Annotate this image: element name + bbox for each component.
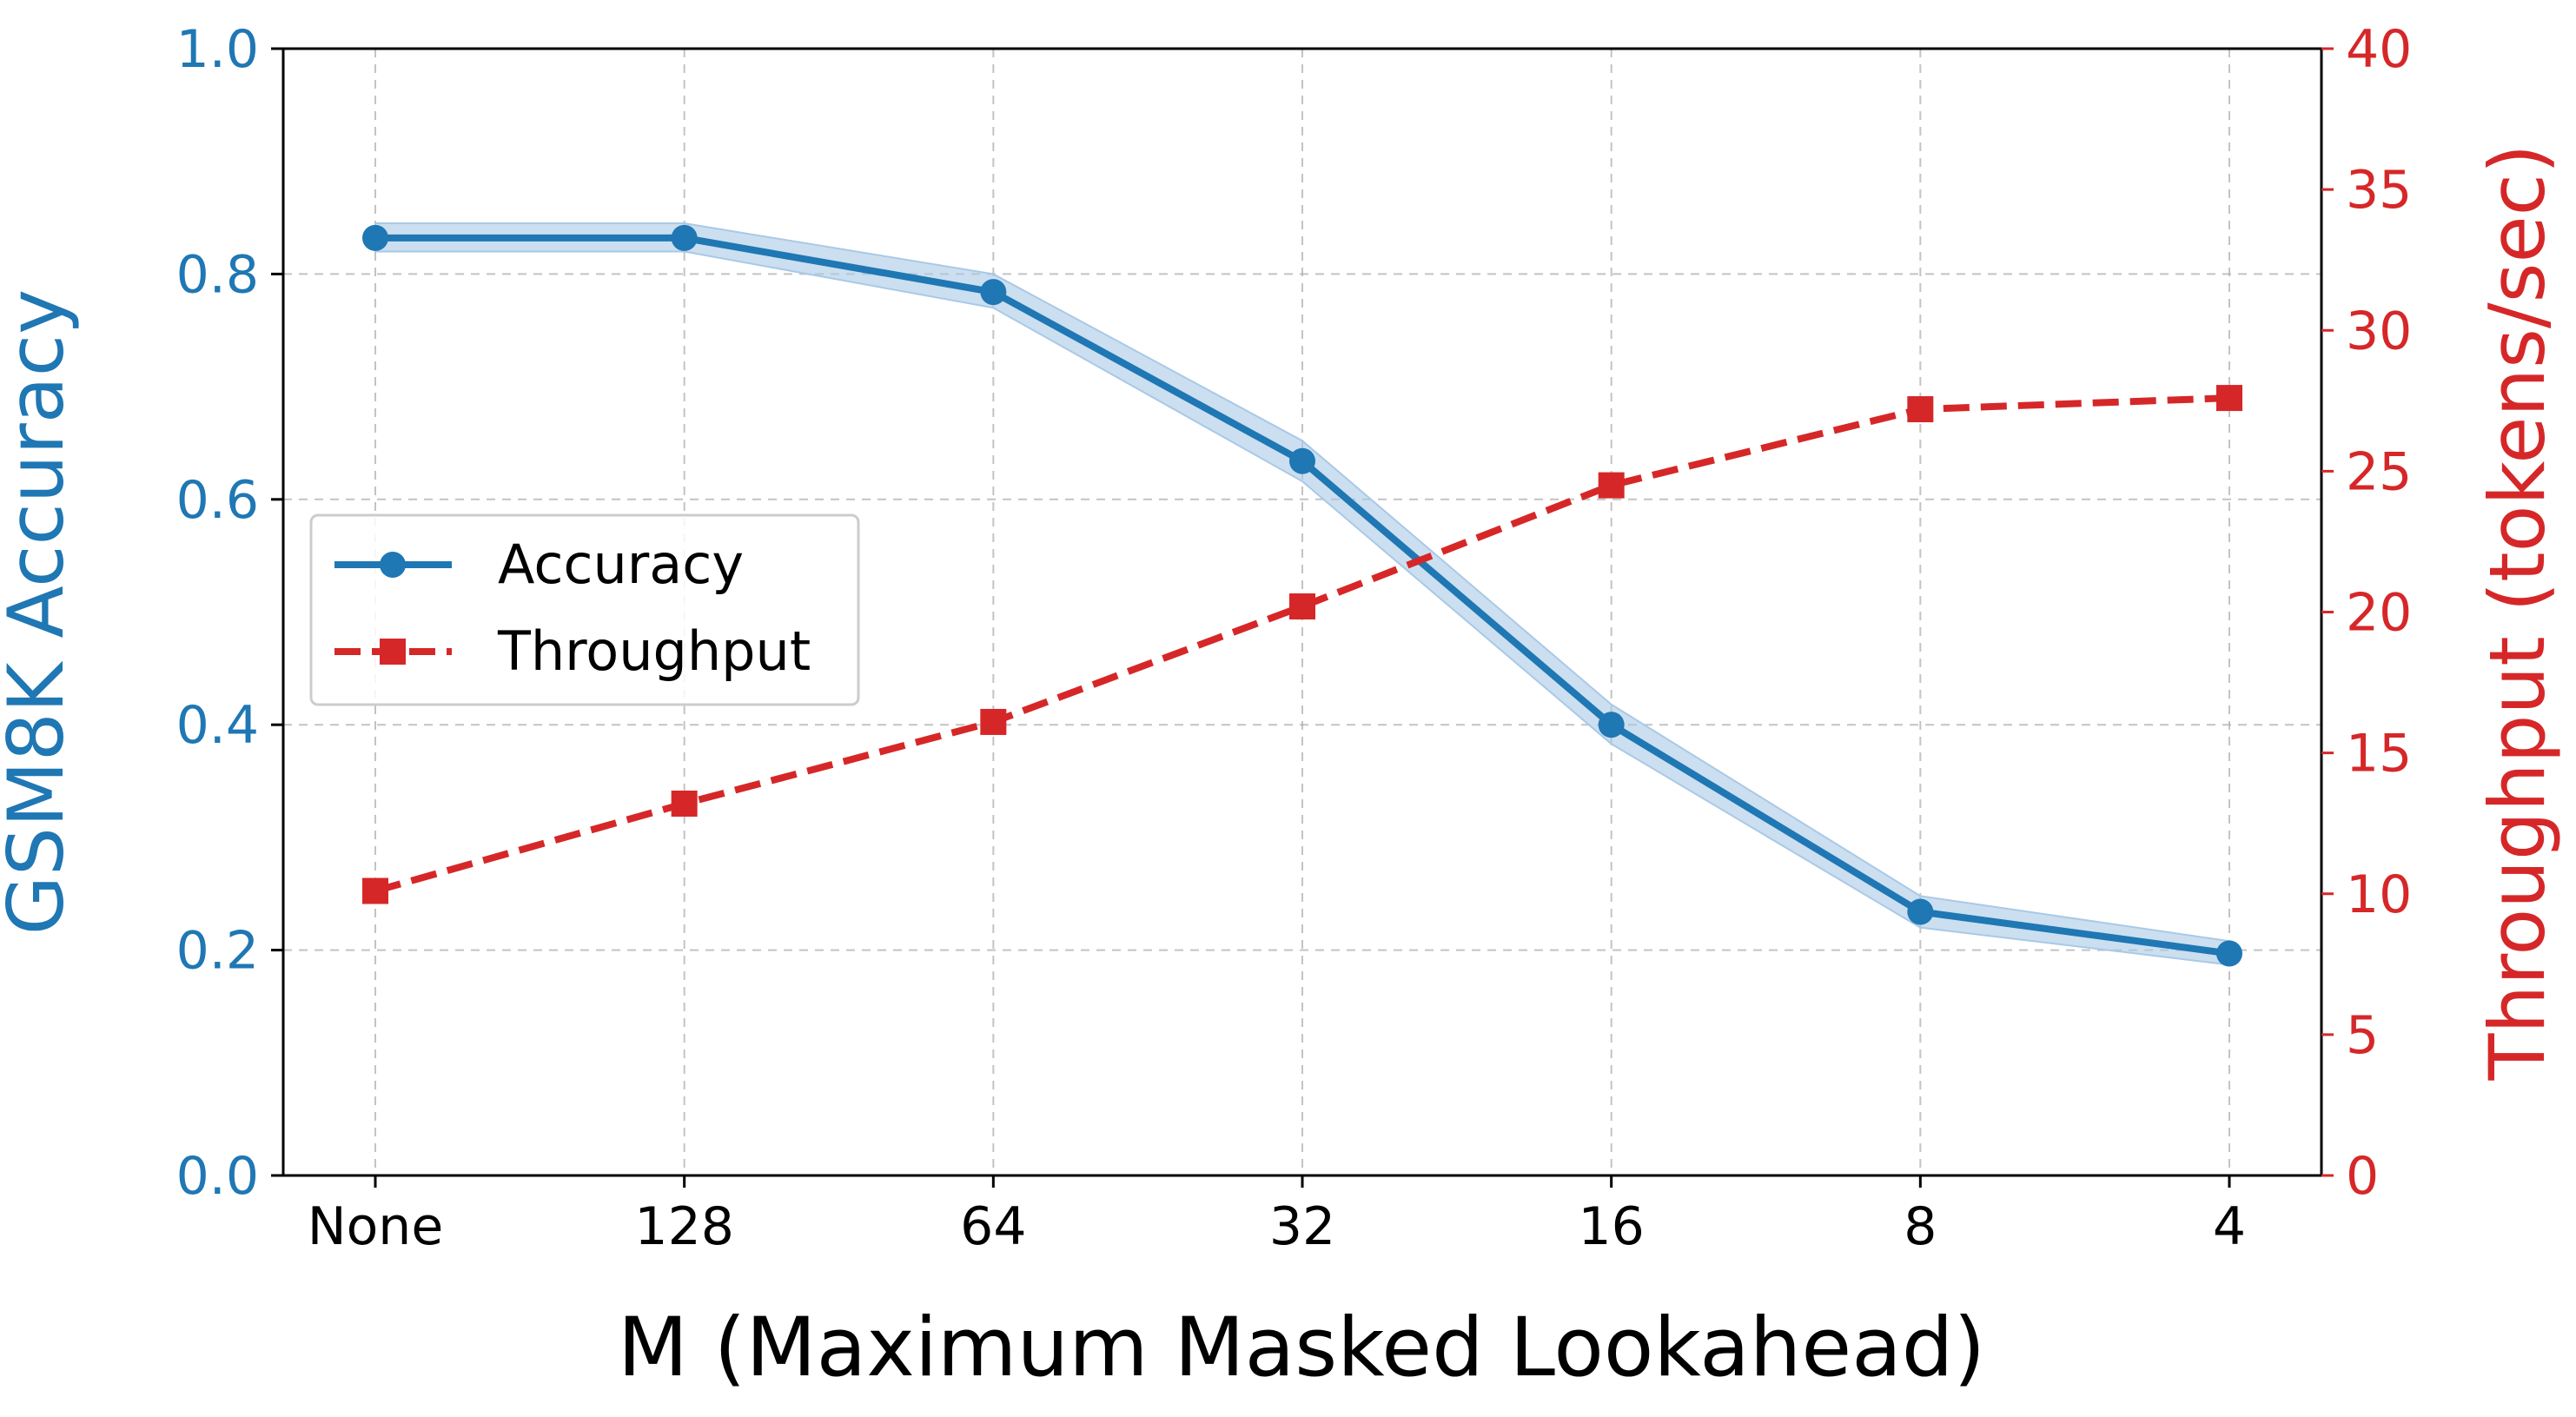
y-right-tick-label: 40 [2346, 19, 2412, 80]
y-right-tick-label: 10 [2346, 864, 2412, 925]
x-tick-label: 8 [1904, 1196, 1937, 1257]
y-right-tick-label: 5 [2346, 1005, 2379, 1066]
throughput-point [980, 708, 1007, 735]
x-tick-label: 4 [2213, 1196, 2246, 1257]
axes [271, 47, 2334, 1188]
y-right-tick-label: 0 [2346, 1146, 2379, 1207]
series-markers [362, 224, 2242, 967]
legend: Accuracy Throughput [309, 513, 860, 706]
legend-label-throughput: Throughput [497, 619, 811, 683]
y-left-tick-label: 0.8 [176, 244, 259, 305]
accuracy-point [1907, 898, 1934, 925]
throughput-point [671, 790, 698, 817]
y-left-tick-label: 0.0 [176, 1146, 259, 1207]
legend-label-accuracy: Accuracy [498, 533, 744, 596]
x-tick-label: 16 [1578, 1196, 1644, 1257]
y-right-tick-label: 35 [2346, 160, 2412, 221]
accuracy-point [362, 224, 388, 251]
legend-marker-accuracy [380, 552, 406, 578]
y-left-tick-label: 0.2 [176, 921, 259, 982]
y-right-tick-label: 25 [2346, 441, 2412, 502]
x-tick-label: 128 [634, 1196, 734, 1257]
y-left-axis-title: GSM8K Accuracy [0, 289, 81, 935]
accuracy-point [1289, 447, 1315, 474]
y-left-tick-label: 0.4 [176, 695, 259, 756]
y-left-tick-label: 1.0 [176, 19, 259, 80]
accuracy-point [1598, 712, 1625, 738]
throughput-point [2216, 385, 2242, 412]
x-tick-label: 64 [960, 1196, 1026, 1257]
y-right-tick-label: 20 [2346, 583, 2412, 644]
accuracy-point [671, 224, 698, 251]
x-tick-label: 32 [1269, 1196, 1335, 1257]
y-right-tick-label: 30 [2346, 301, 2412, 361]
throughput-point [1907, 396, 1934, 423]
throughput-point [362, 877, 388, 904]
axis-labels: None 128 64 32 16 8 4 0.0 0.2 0.4 0.6 0.8 1.0 0 5 10 15 2… [0, 19, 2562, 1395]
throughput-point [1289, 593, 1315, 620]
y-right-axis-title: Throughput (tokens/sec) [2473, 144, 2562, 1082]
x-tick-label: None [308, 1196, 444, 1257]
x-axis-title: M (Maximum Masked Lookahead) [618, 1301, 1985, 1395]
accuracy-point [980, 279, 1007, 306]
y-right-tick-label: 15 [2346, 724, 2412, 785]
y-left-tick-label: 0.6 [176, 470, 259, 531]
accuracy-point [2216, 940, 2242, 967]
legend-marker-throughput [380, 639, 406, 665]
throughput-point [1598, 472, 1625, 499]
